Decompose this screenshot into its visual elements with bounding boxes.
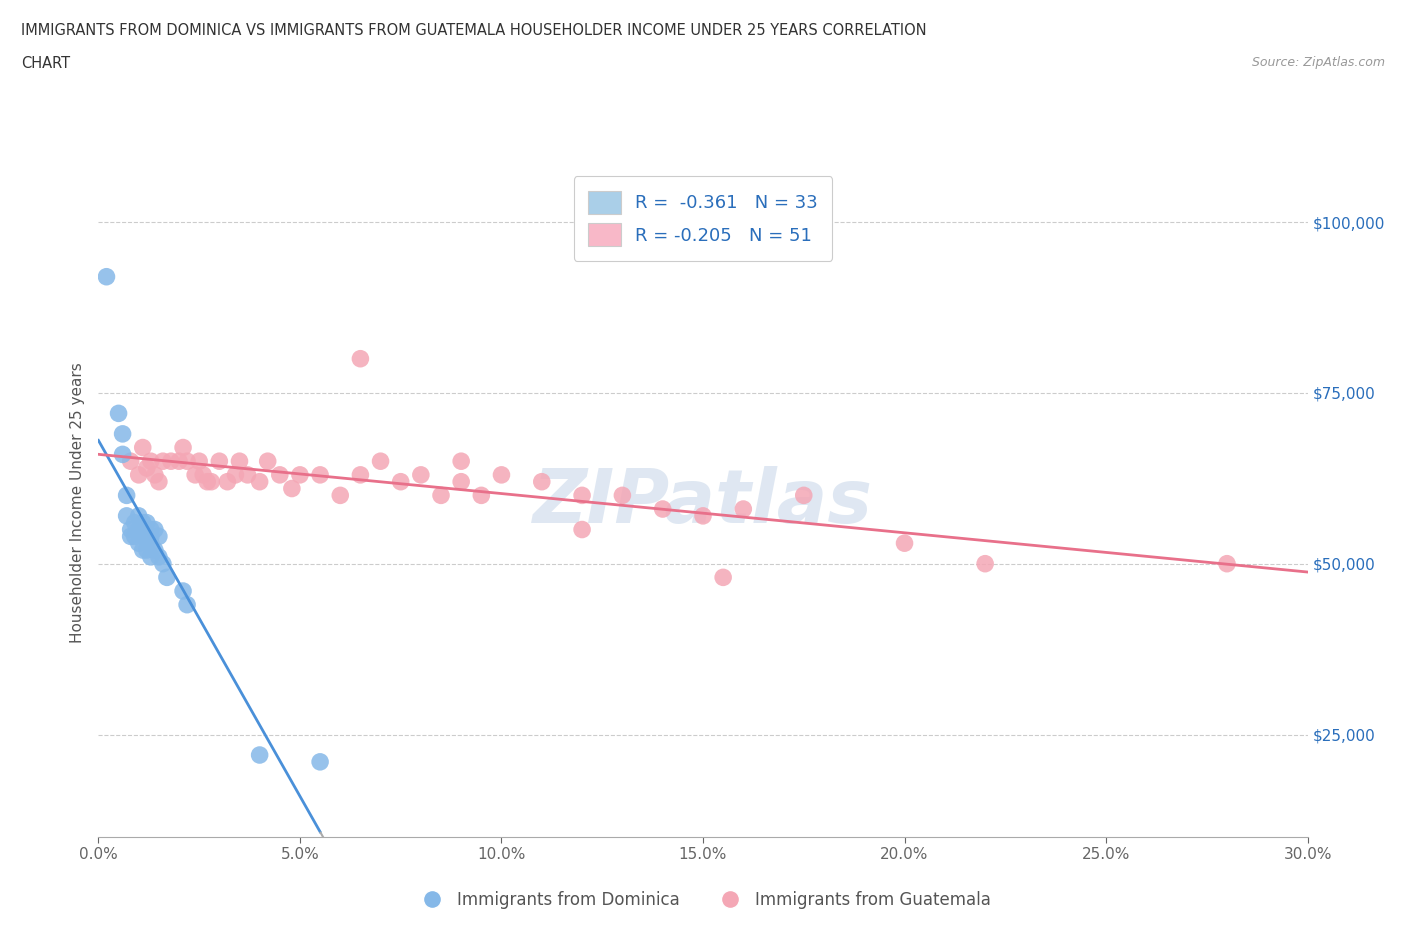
Point xyxy=(132,515,155,530)
Point xyxy=(249,748,271,763)
Point xyxy=(124,515,146,530)
Point xyxy=(269,468,291,483)
Point xyxy=(148,529,170,544)
Point xyxy=(711,570,734,585)
Point xyxy=(309,754,332,769)
Point xyxy=(236,468,259,483)
Point xyxy=(281,481,304,496)
Point xyxy=(1216,556,1239,571)
Point xyxy=(111,447,134,462)
Point xyxy=(128,522,150,537)
Point xyxy=(115,488,138,503)
Point xyxy=(128,468,150,483)
Point xyxy=(208,454,231,469)
Point xyxy=(571,488,593,503)
Point xyxy=(160,454,183,469)
Point xyxy=(143,522,166,537)
Point xyxy=(200,474,222,489)
Point xyxy=(128,509,150,524)
Point xyxy=(176,454,198,469)
Point xyxy=(249,474,271,489)
Text: IMMIGRANTS FROM DOMINICA VS IMMIGRANTS FROM GUATEMALA HOUSEHOLDER INCOME UNDER 2: IMMIGRANTS FROM DOMINICA VS IMMIGRANTS F… xyxy=(21,23,927,38)
Point xyxy=(148,474,170,489)
Point xyxy=(111,427,134,442)
Point xyxy=(309,468,332,483)
Point xyxy=(135,515,157,530)
Legend: Immigrants from Dominica, Immigrants from Guatemala: Immigrants from Dominica, Immigrants fro… xyxy=(409,884,997,916)
Point xyxy=(430,488,453,503)
Point xyxy=(733,501,755,516)
Point xyxy=(349,352,371,366)
Point xyxy=(132,440,155,455)
Point xyxy=(692,509,714,524)
Point xyxy=(450,474,472,489)
Point xyxy=(793,488,815,503)
Point xyxy=(530,474,553,489)
Point xyxy=(107,405,129,420)
Point xyxy=(409,468,432,483)
Point xyxy=(143,468,166,483)
Point xyxy=(139,522,162,537)
Point xyxy=(115,509,138,524)
Point xyxy=(195,474,218,489)
Point xyxy=(193,468,215,483)
Point xyxy=(491,468,513,483)
Point xyxy=(184,468,207,483)
Text: ZIPatlas: ZIPatlas xyxy=(533,466,873,538)
Point xyxy=(96,270,118,285)
Text: Source: ZipAtlas.com: Source: ZipAtlas.com xyxy=(1251,56,1385,69)
Point xyxy=(135,542,157,557)
Point xyxy=(450,454,472,469)
Point xyxy=(651,501,673,516)
Point xyxy=(256,454,278,469)
Point xyxy=(571,522,593,537)
Point xyxy=(974,556,997,571)
Point xyxy=(228,454,250,469)
Point xyxy=(120,454,142,469)
Point xyxy=(148,550,170,565)
Point xyxy=(152,556,174,571)
Point xyxy=(370,454,392,469)
Point xyxy=(128,536,150,551)
Point xyxy=(120,522,142,537)
Point xyxy=(217,474,239,489)
Point xyxy=(470,488,492,503)
Y-axis label: Householder Income Under 25 years: Householder Income Under 25 years xyxy=(69,362,84,643)
Point xyxy=(176,597,198,612)
Point xyxy=(152,454,174,469)
Point xyxy=(139,454,162,469)
Point xyxy=(167,454,190,469)
Point xyxy=(132,529,155,544)
Point xyxy=(389,474,412,489)
Point xyxy=(288,468,311,483)
Point xyxy=(893,536,915,551)
Point xyxy=(124,529,146,544)
Point xyxy=(143,542,166,557)
Point xyxy=(156,570,179,585)
Point xyxy=(120,529,142,544)
Point xyxy=(172,440,194,455)
Point xyxy=(612,488,634,503)
Text: CHART: CHART xyxy=(21,56,70,71)
Point xyxy=(329,488,352,503)
Point xyxy=(172,584,194,599)
Point xyxy=(135,529,157,544)
Point xyxy=(188,454,211,469)
Point xyxy=(139,529,162,544)
Point xyxy=(132,542,155,557)
Point xyxy=(224,468,246,483)
Point xyxy=(135,460,157,475)
Point xyxy=(139,536,162,551)
Point xyxy=(139,550,162,565)
Point xyxy=(349,468,371,483)
